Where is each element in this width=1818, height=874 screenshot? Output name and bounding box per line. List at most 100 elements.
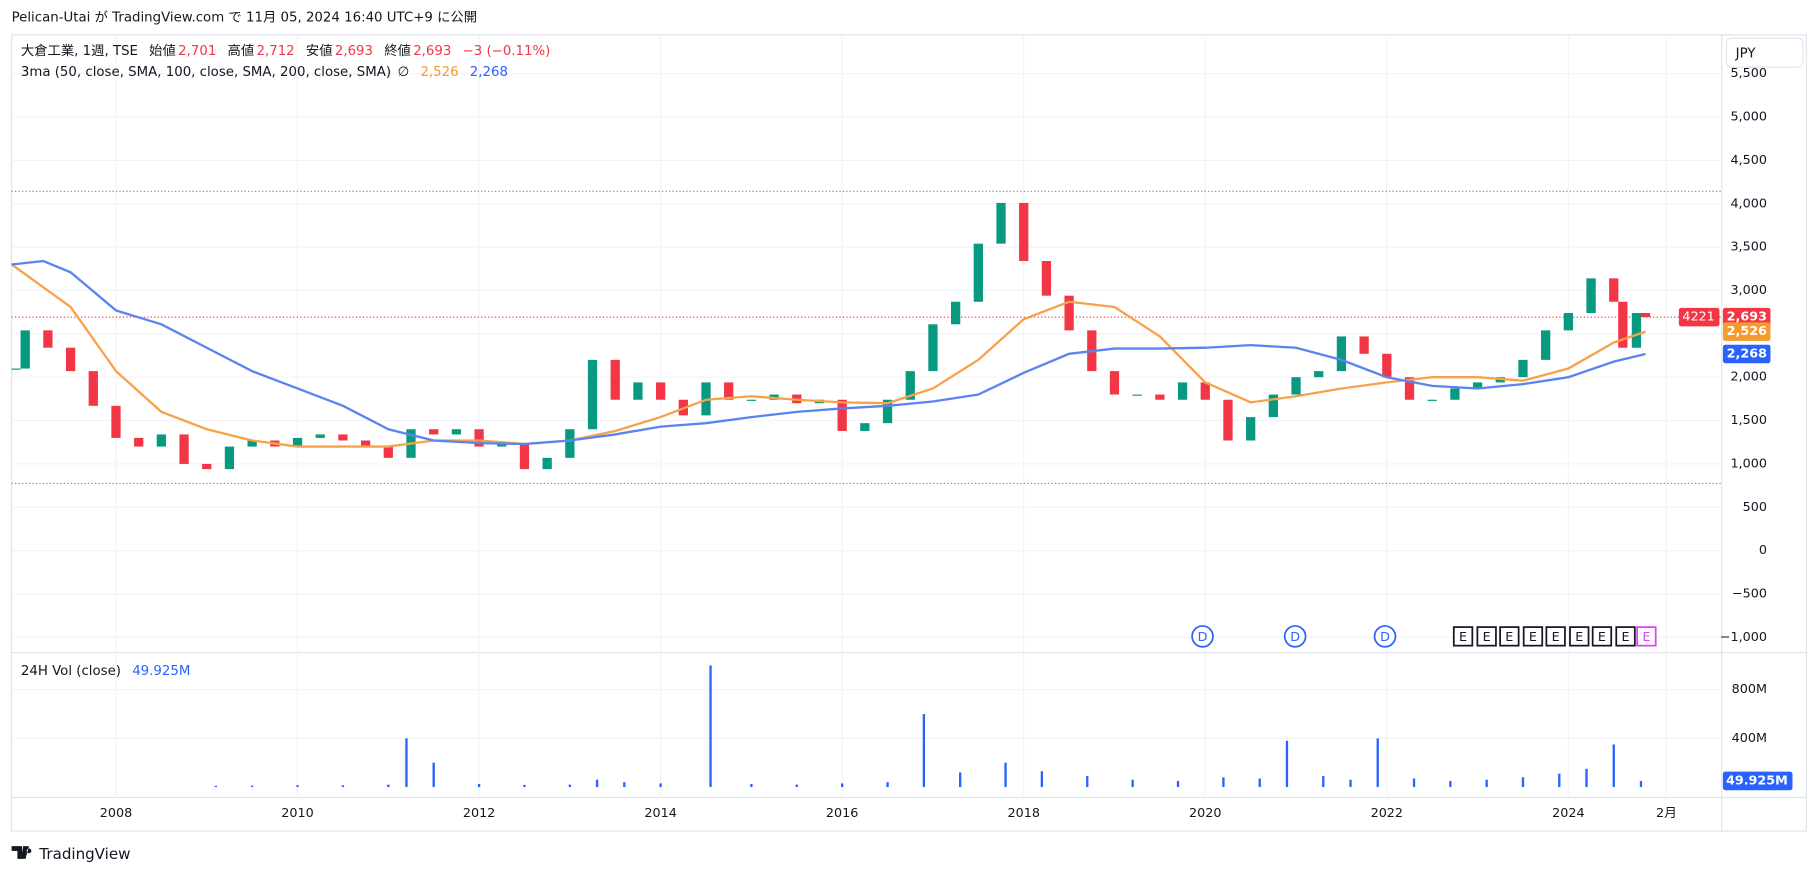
candle [951, 301, 961, 325]
x-tick-label: 2024 [1552, 806, 1584, 821]
moving-average [11, 259, 1646, 446]
candle [315, 434, 325, 438]
candle [1541, 330, 1551, 360]
earnings-marker [1636, 626, 1657, 647]
dividend-marker [1191, 625, 1214, 648]
candle [1177, 382, 1188, 400]
candle [1450, 388, 1460, 400]
ma-badge [1722, 322, 1771, 341]
candle [1246, 417, 1256, 441]
ma-badge [1722, 344, 1771, 364]
candle [1155, 394, 1165, 400]
candle [134, 437, 144, 447]
y-tick-label: −500 [1732, 586, 1767, 601]
dividend-label: D [1198, 630, 1208, 645]
legend-symbol: 大倉工業, 1週, TSE [21, 43, 138, 59]
legend-field-value: 2,701 [178, 44, 216, 59]
earnings-label: E [1552, 630, 1560, 645]
candle [1618, 301, 1628, 348]
volume-bar [1222, 777, 1225, 788]
earnings-label: E [1505, 630, 1513, 645]
x-tick-label: 2012 [463, 806, 495, 821]
logo-text: TradingView [38, 845, 130, 863]
volume-bar [1040, 771, 1044, 788]
volume-bar [922, 714, 926, 788]
earnings-marker [1476, 626, 1497, 647]
volume-bar [1558, 773, 1561, 788]
candle [1609, 278, 1619, 302]
volume-bar [886, 782, 889, 788]
volume-value: 49.925M [132, 664, 190, 679]
candle [1404, 377, 1415, 400]
candle [1109, 371, 1120, 395]
earnings-marker [1545, 626, 1566, 647]
candle [111, 405, 121, 438]
candle [247, 440, 257, 447]
candle [655, 382, 666, 400]
earnings-label: E [1575, 630, 1583, 645]
last-price-badge-label: 2,693 [1727, 310, 1767, 325]
x-tick-label: 2010 [281, 806, 313, 821]
candle [542, 457, 552, 470]
candle [11, 368, 21, 370]
earnings-label: E [1598, 630, 1606, 645]
ma-value: 2,526 [420, 65, 458, 80]
legend-field-value: 2,712 [257, 44, 295, 59]
candle [1563, 313, 1573, 331]
dividend-label: D [1380, 630, 1390, 645]
y-tick-label: 4,500 [1730, 153, 1767, 168]
candle [724, 382, 734, 400]
y-tick-label: 3,000 [1730, 283, 1767, 298]
y-tick-label: 5,000 [1730, 110, 1767, 125]
x-tick-label: 2月 [1656, 806, 1677, 821]
candle [1223, 399, 1233, 441]
candle [837, 399, 847, 431]
candle [1132, 394, 1142, 396]
candle [1291, 377, 1301, 395]
legend-field-name: 始値 [149, 43, 176, 59]
volume-bar [659, 783, 662, 788]
volume-bar [959, 772, 962, 788]
y-tick-label: 500 [1743, 500, 1767, 515]
candle [1640, 313, 1651, 318]
volume-bar [1585, 768, 1588, 788]
legend-field-name: 終値 [384, 43, 411, 59]
volume-bar [477, 783, 481, 788]
candle [1200, 382, 1210, 400]
volume-bar [1258, 778, 1261, 788]
dividend-marker [1283, 625, 1307, 648]
candle [1064, 295, 1074, 331]
earnings-marker [1522, 626, 1544, 647]
volume-bar [1322, 776, 1325, 788]
candle [519, 443, 530, 470]
legend-change: −3 (−0.11%) [463, 44, 551, 59]
earnings-marker [1499, 626, 1520, 647]
plot-layer: 2008 2010 2012 2014 2016 2018 2020 2022 2024 2月 −1… [10, 34, 1793, 821]
candle [610, 359, 620, 400]
volume-bar [750, 783, 753, 788]
volume-badge-label: 49.925M [1726, 773, 1788, 788]
ma-badge-label: 2,268 [1727, 346, 1767, 361]
logo-icon [11, 846, 32, 859]
volume-legend: 24H Vol (close) 49.925M [21, 664, 190, 679]
candle [746, 399, 757, 401]
ma-badge-label: 2,526 [1727, 324, 1767, 339]
volume-bar [214, 785, 217, 788]
candle [202, 463, 212, 470]
currency-button[interactable] [1725, 37, 1804, 68]
candle [587, 359, 598, 430]
candle [474, 429, 484, 447]
candle [1382, 353, 1392, 378]
candle [88, 371, 98, 406]
candle [928, 324, 938, 372]
countdown-badge [1678, 307, 1720, 327]
chart-frame [11, 34, 1807, 832]
earnings-marker [1615, 626, 1636, 647]
earnings-label: E [1459, 630, 1467, 645]
candle [451, 429, 462, 435]
volume-bar [841, 783, 844, 788]
volume-bar [1376, 738, 1379, 788]
candle [565, 429, 575, 458]
